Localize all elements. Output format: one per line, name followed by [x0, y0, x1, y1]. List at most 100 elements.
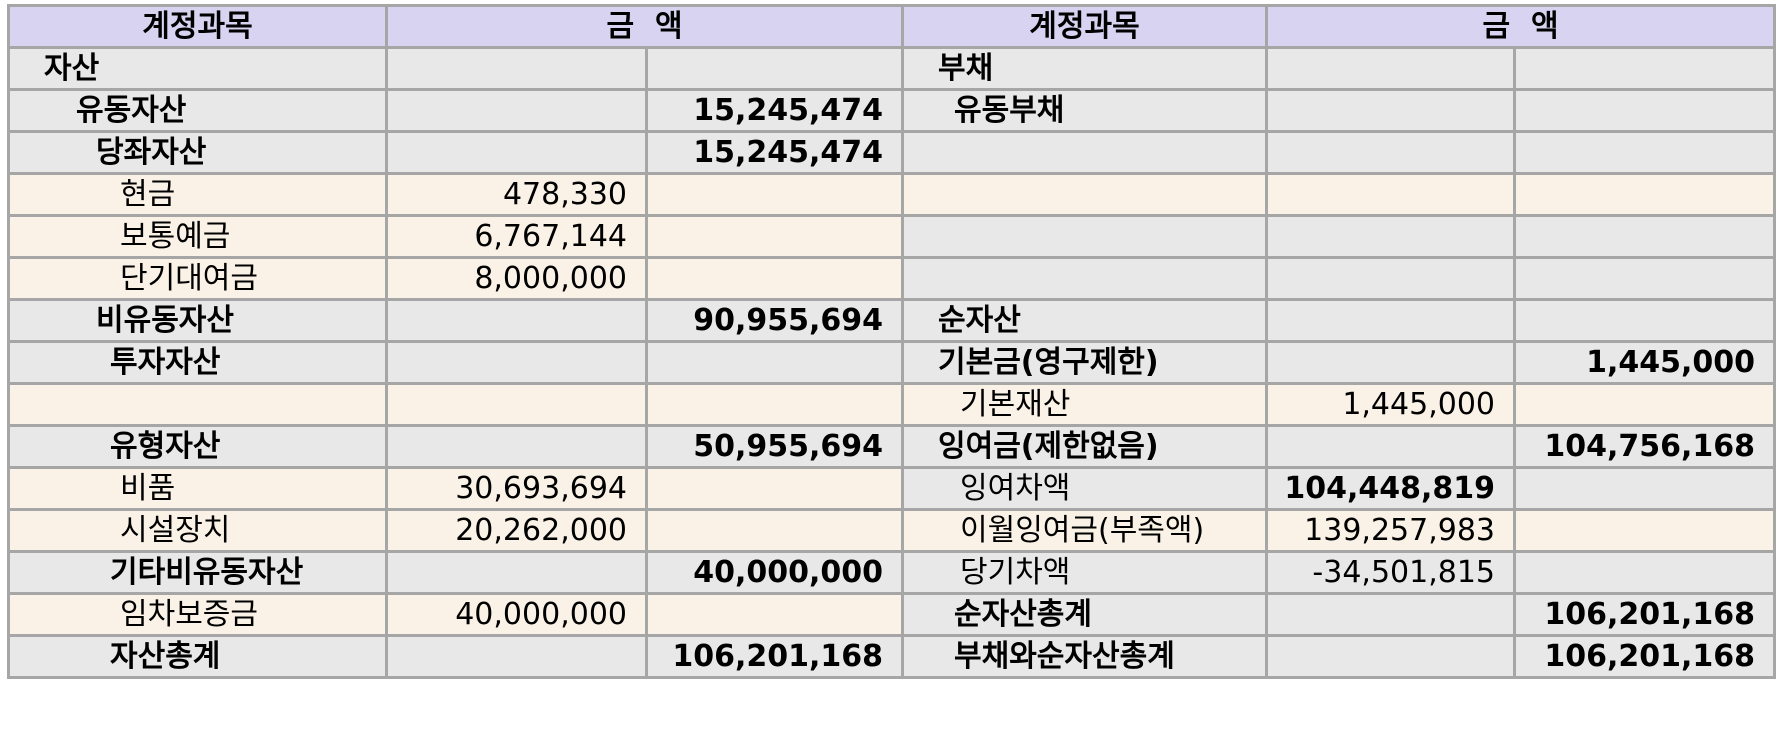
amount-left-total: 15,245,474 [645, 88, 904, 133]
account-left: 시설장치 [7, 508, 388, 553]
amount-left-detail: 20,262,000 [385, 508, 648, 553]
table-row: 비품 30,693,694 잉여차액 104,448,819 [7, 466, 1776, 511]
amount-left-total [645, 46, 904, 91]
amount-left-total [645, 172, 904, 217]
account-left: 유동자산 [7, 88, 388, 133]
amount-right-total: 104,756,168 [1513, 424, 1776, 469]
amount-right-total [1513, 88, 1776, 133]
amount-right-detail: -34,501,815 [1265, 550, 1516, 595]
account-left: 자산 [7, 46, 388, 91]
amount-left-detail [385, 634, 648, 679]
account-right: 순자산 [901, 298, 1268, 343]
amount-right-detail [1265, 256, 1516, 301]
balance-sheet-table: 계정과목 금 액 계정과목 금 액 자산 부채 유동자산 15,245,474 … [7, 4, 1776, 679]
account-right: 잉여차액 [901, 466, 1268, 511]
amount-right-detail [1265, 424, 1516, 469]
amount-right-detail: 1,445,000 [1265, 382, 1516, 427]
header-amount-left: 금 액 [385, 4, 904, 49]
amount-right-detail [1265, 172, 1516, 217]
amount-right-total [1513, 256, 1776, 301]
amount-left-total: 90,955,694 [645, 298, 904, 343]
account-left: 비유동자산 [7, 298, 388, 343]
account-right: 잉여금(제한없음) [901, 424, 1268, 469]
amount-right-total: 106,201,168 [1513, 592, 1776, 637]
account-left [7, 382, 388, 427]
amount-left-detail [385, 298, 648, 343]
amount-left-detail: 6,767,144 [385, 214, 648, 259]
table-row: 현금 478,330 [7, 172, 1776, 217]
account-right: 유동부채 [901, 88, 1268, 133]
amount-right-detail [1265, 214, 1516, 259]
account-right [901, 214, 1268, 259]
amount-right-total [1513, 130, 1776, 175]
amount-right-total: 1,445,000 [1513, 340, 1776, 385]
account-right: 기본금(영구제한) [901, 340, 1268, 385]
account-left: 당좌자산 [7, 130, 388, 175]
amount-left-detail [385, 550, 648, 595]
amount-left-total [645, 382, 904, 427]
account-left: 단기대여금 [7, 256, 388, 301]
table-row: 단기대여금 8,000,000 [7, 256, 1776, 301]
account-right [901, 172, 1268, 217]
amount-right-total [1513, 508, 1776, 553]
account-left: 유형자산 [7, 424, 388, 469]
amount-left-total [645, 466, 904, 511]
amount-right-total [1513, 214, 1776, 259]
account-left: 투자자산 [7, 340, 388, 385]
amount-left-detail: 30,693,694 [385, 466, 648, 511]
table-row: 기타비유동자산 40,000,000 당기차액 -34,501,815 [7, 550, 1776, 595]
table-row: 유동자산 15,245,474 유동부채 [7, 88, 1776, 133]
header-account-left: 계정과목 [7, 4, 388, 49]
table-row: 당좌자산 15,245,474 [7, 130, 1776, 175]
amount-right-total [1513, 298, 1776, 343]
amount-left-detail: 8,000,000 [385, 256, 648, 301]
table-row: 자산 부채 [7, 46, 1776, 91]
amount-left-detail [385, 340, 648, 385]
table-row: 기본재산 1,445,000 [7, 382, 1776, 427]
amount-right-detail: 139,257,983 [1265, 508, 1516, 553]
amount-left-detail: 478,330 [385, 172, 648, 217]
amount-left-total: 106,201,168 [645, 634, 904, 679]
account-right: 부채 [901, 46, 1268, 91]
account-left: 보통예금 [7, 214, 388, 259]
amount-right-detail [1265, 46, 1516, 91]
account-right: 이월잉여금(부족액) [901, 508, 1268, 553]
amount-left-total: 40,000,000 [645, 550, 904, 595]
account-left: 자산총계 [7, 634, 388, 679]
amount-right-detail [1265, 298, 1516, 343]
amount-right-detail: 104,448,819 [1265, 466, 1516, 511]
amount-right-detail [1265, 130, 1516, 175]
amount-right-total [1513, 46, 1776, 91]
account-left: 현금 [7, 172, 388, 217]
account-right: 당기차액 [901, 550, 1268, 595]
amount-left-total: 50,955,694 [645, 424, 904, 469]
amount-left-total [645, 256, 904, 301]
amount-left-detail [385, 46, 648, 91]
amount-right-total: 106,201,168 [1513, 634, 1776, 679]
account-left: 기타비유동자산 [7, 550, 388, 595]
table-row: 비유동자산 90,955,694 순자산 [7, 298, 1776, 343]
table-row: 보통예금 6,767,144 [7, 214, 1776, 259]
table-row: 시설장치 20,262,000 이월잉여금(부족액) 139,257,983 [7, 508, 1776, 553]
account-left: 비품 [7, 466, 388, 511]
amount-right-total [1513, 466, 1776, 511]
table-row: 유형자산 50,955,694 잉여금(제한없음) 104,756,168 [7, 424, 1776, 469]
amount-left-detail [385, 424, 648, 469]
amount-right-detail [1265, 634, 1516, 679]
table-row: 임차보증금 40,000,000 순자산총계 106,201,168 [7, 592, 1776, 637]
header-row: 계정과목 금 액 계정과목 금 액 [7, 4, 1776, 49]
table-row: 자산총계 106,201,168 부채와순자산총계 106,201,168 [7, 634, 1776, 679]
amount-left-detail: 40,000,000 [385, 592, 648, 637]
amount-left-detail [385, 88, 648, 133]
account-right: 순자산총계 [901, 592, 1268, 637]
header-amount-right: 금 액 [1265, 4, 1776, 49]
amount-left-total [645, 508, 904, 553]
amount-left-detail [385, 382, 648, 427]
account-right [901, 256, 1268, 301]
amount-left-total [645, 340, 904, 385]
amount-left-total [645, 214, 904, 259]
amount-right-total [1513, 172, 1776, 217]
amount-right-detail [1265, 340, 1516, 385]
table-row: 투자자산 기본금(영구제한) 1,445,000 [7, 340, 1776, 385]
amount-right-detail [1265, 592, 1516, 637]
